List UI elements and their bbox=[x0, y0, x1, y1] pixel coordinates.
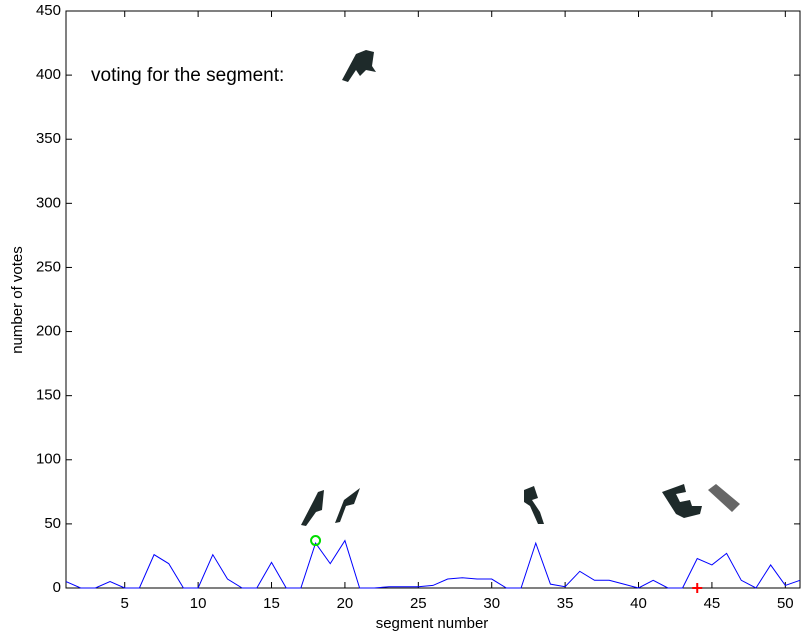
x-tick-label: 5 bbox=[121, 595, 129, 612]
x-tick-label: 40 bbox=[630, 595, 647, 612]
x-axis-label: segment number bbox=[376, 615, 489, 632]
y-tick-label: 300 bbox=[36, 194, 61, 211]
x-tick-label: 45 bbox=[704, 595, 721, 612]
y-tick-label: 0 bbox=[53, 579, 61, 596]
y-axis-label: number of votes bbox=[9, 246, 26, 354]
x-tick-label: 30 bbox=[483, 595, 500, 612]
y-tick-label: 450 bbox=[36, 2, 61, 19]
y-tick-label: 200 bbox=[36, 323, 61, 340]
chart: voting for the segment: segment number n… bbox=[0, 0, 804, 641]
x-tick-label: 35 bbox=[557, 595, 574, 612]
x-tick-label: 15 bbox=[263, 595, 280, 612]
y-tick-label: 150 bbox=[36, 387, 61, 404]
y-tick-label: 400 bbox=[36, 66, 61, 83]
page: {"chart_data": {"type": "line", "xlabel"… bbox=[0, 0, 804, 641]
annotation: voting for the segment: bbox=[91, 65, 284, 86]
y-tick-label: 100 bbox=[36, 451, 61, 468]
background bbox=[0, 0, 804, 641]
x-tick-label: 10 bbox=[190, 595, 207, 612]
y-tick-label: 50 bbox=[44, 515, 61, 532]
x-tick-label: 50 bbox=[777, 595, 794, 612]
y-tick-label: 250 bbox=[36, 258, 61, 275]
x-tick-label: 20 bbox=[337, 595, 354, 612]
x-tick-label: 25 bbox=[410, 595, 427, 612]
y-tick-label: 350 bbox=[36, 130, 61, 147]
